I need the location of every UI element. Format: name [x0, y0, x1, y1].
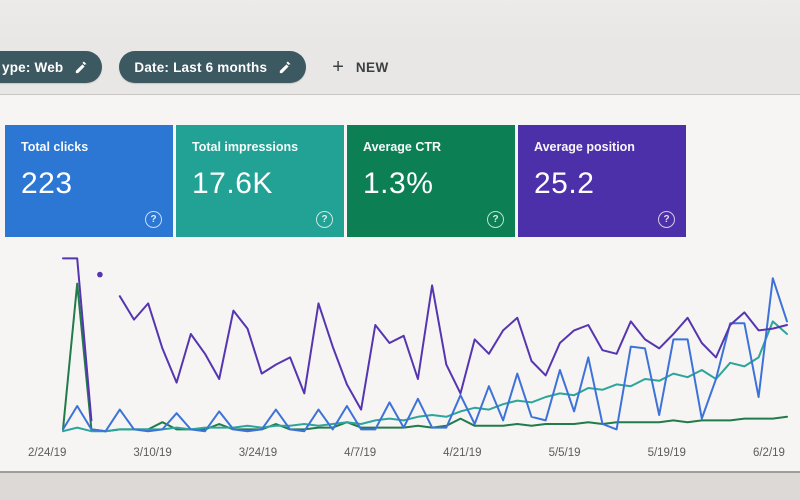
- filter-chip-label: Date: Last 6 months: [134, 59, 268, 75]
- x-tick-label: 5/5/19: [548, 447, 581, 459]
- filter-chip-date[interactable]: Date: Last 6 months: [119, 51, 307, 83]
- metric-card-value: 25.2: [534, 167, 595, 200]
- metric-card[interactable]: Total impressions 17.6K ?: [176, 125, 344, 237]
- edit-pencil-icon[interactable]: [74, 61, 87, 74]
- filter-chip-label: ype: Web: [2, 59, 64, 75]
- help-icon[interactable]: ?: [316, 211, 333, 228]
- metric-card-value: 17.6K: [192, 167, 273, 200]
- x-tick-label: 3/24/19: [238, 447, 278, 459]
- help-icon[interactable]: ?: [487, 211, 504, 228]
- new-button-label: NEW: [355, 59, 389, 75]
- metric-card-label: Total clicks: [21, 140, 89, 154]
- new-filter-button[interactable]: + NEW: [332, 57, 388, 77]
- help-icon[interactable]: ?: [145, 211, 162, 228]
- metric-card-value: 223: [21, 167, 73, 200]
- metric-card[interactable]: Average position 25.2 ?: [518, 125, 686, 237]
- x-axis-labels: 2/24/19 3/10/19 3/24/19 4/7/19 4/21/19 5…: [28, 447, 785, 459]
- metric-card[interactable]: Average CTR 1.3% ?: [347, 125, 515, 237]
- main-content: Total clicks 223 ? Total impressions 17.…: [0, 95, 800, 473]
- metric-card-value: 1.3%: [363, 167, 434, 200]
- metric-cards-row: Total clicks 223 ? Total impressions 17.…: [5, 125, 686, 237]
- top-strip: [0, 0, 800, 40]
- x-tick-label: 3/10/19: [133, 447, 172, 459]
- x-tick-label: 6/2/19: [752, 447, 785, 459]
- metric-card[interactable]: Total clicks 223 ?: [5, 125, 173, 237]
- x-tick-label: 4/21/19: [443, 447, 482, 459]
- metric-card-label: Average position: [534, 140, 635, 154]
- x-tick-label: 2/24/19: [28, 447, 67, 459]
- metric-card-label: Total impressions: [192, 140, 299, 154]
- performance-chart-svg: [62, 257, 788, 433]
- plus-icon: +: [332, 56, 344, 78]
- help-icon[interactable]: ?: [658, 211, 675, 228]
- x-tick-label: 4/7/19: [344, 447, 377, 459]
- performance-chart[interactable]: [25, 250, 795, 450]
- filter-bar: ype: Web Date: Last 6 months + NEW: [0, 40, 800, 95]
- edit-pencil-icon[interactable]: [278, 61, 291, 74]
- filter-chip-search-type[interactable]: ype: Web: [0, 51, 103, 83]
- x-tick-label: 5/19/19: [647, 447, 686, 459]
- bottom-strip: [0, 471, 800, 500]
- metric-card-label: Average CTR: [363, 140, 442, 154]
